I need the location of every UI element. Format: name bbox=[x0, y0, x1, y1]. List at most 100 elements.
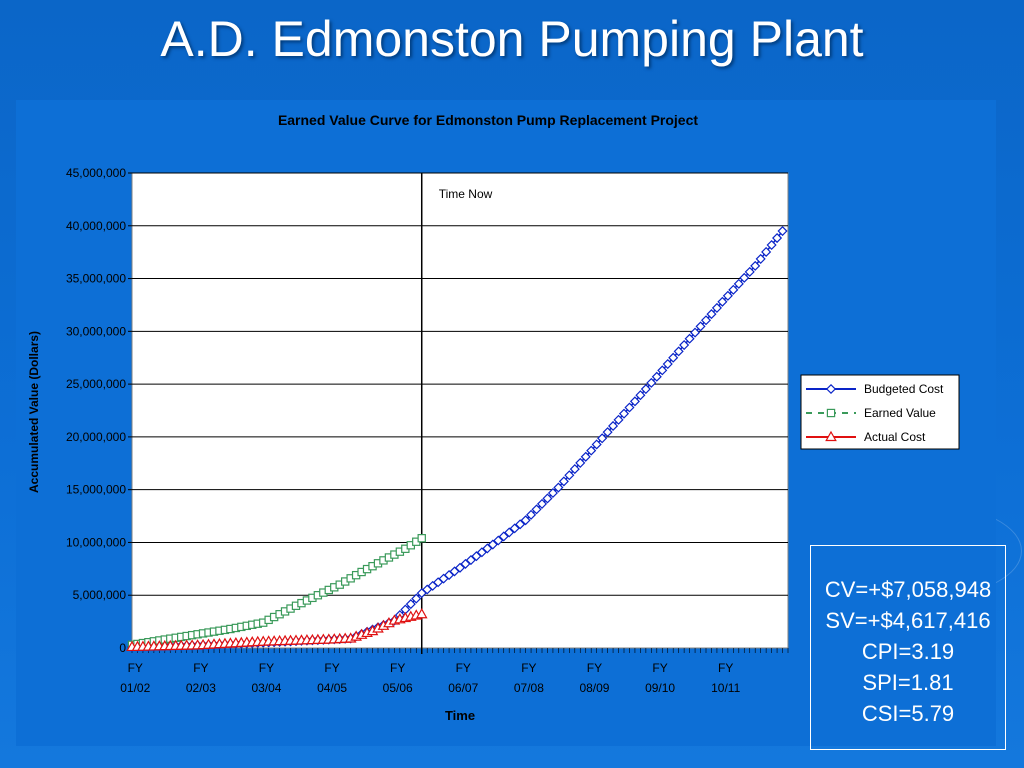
y-tick-label: 30,000,000 bbox=[66, 324, 126, 338]
data-point bbox=[766, 239, 777, 251]
cost-schedule-index: CSI=5.79 bbox=[861, 701, 955, 726]
y-tick-label: 15,000,000 bbox=[66, 483, 126, 497]
data-point bbox=[733, 278, 744, 289]
data-point bbox=[586, 445, 597, 456]
data-point bbox=[711, 302, 722, 313]
data-point bbox=[542, 493, 553, 504]
legend-marker bbox=[826, 408, 836, 418]
y-tick-label: 20,000,000 bbox=[66, 430, 126, 444]
data-point bbox=[509, 523, 520, 534]
data-point bbox=[575, 457, 586, 468]
cost-performance-index: CPI=3.19 bbox=[861, 639, 955, 664]
y-tick-label: 0 bbox=[119, 641, 126, 655]
data-point bbox=[651, 371, 662, 382]
data-point bbox=[635, 390, 646, 401]
data-point bbox=[629, 396, 640, 407]
y-tick-label: 45,000,000 bbox=[66, 166, 126, 180]
legend-label: Earned Value bbox=[864, 406, 936, 420]
data-point bbox=[755, 253, 766, 264]
data-point bbox=[706, 309, 717, 320]
x-tick-label: 10/11 bbox=[711, 681, 740, 695]
x-tick-label: FY bbox=[128, 661, 143, 675]
y-tick-label: 5,000,000 bbox=[73, 588, 127, 602]
chart-title: Earned Value Curve for Edmonston Pump Re… bbox=[278, 112, 698, 128]
data-point bbox=[493, 535, 504, 546]
y-tick-label: 40,000,000 bbox=[66, 219, 126, 233]
x-tick-label: 04/05 bbox=[317, 681, 347, 695]
legend-label: Budgeted Cost bbox=[864, 382, 944, 396]
x-tick-label: 09/10 bbox=[645, 681, 675, 695]
schedule-variance: SV=+$4,617,416 bbox=[825, 608, 991, 633]
data-point bbox=[504, 527, 515, 538]
data-point bbox=[580, 451, 591, 462]
x-tick-label: FY bbox=[587, 661, 602, 675]
x-axis-ticks: FY 01/02 FY 02/03 FY 03/04 FY 04/05 FY 05/06 FY 06/… bbox=[120, 648, 789, 695]
data-point bbox=[690, 327, 701, 338]
data-point bbox=[591, 439, 602, 450]
x-tick-label: FY bbox=[390, 661, 405, 675]
data-point bbox=[640, 383, 651, 395]
x-tick-label: 07/08 bbox=[514, 681, 544, 695]
data-point bbox=[679, 340, 690, 351]
x-axis-label: Time bbox=[445, 708, 475, 723]
y-axis-label: Accumulated Value (Dollars) bbox=[27, 331, 41, 493]
x-tick-label: FY bbox=[456, 661, 471, 675]
data-point bbox=[750, 260, 761, 271]
data-point bbox=[460, 558, 471, 569]
data-point bbox=[728, 284, 739, 295]
x-tick-label: FY bbox=[718, 661, 733, 675]
x-tick-label: 08/09 bbox=[579, 681, 609, 695]
performance-metrics-box: CV=+$7,058,948 SV=+$4,617,416 CPI=3.19 S… bbox=[810, 545, 1006, 750]
legend-marker bbox=[825, 383, 837, 395]
data-point bbox=[411, 593, 422, 604]
schedule-performance-index: SPI=1.81 bbox=[862, 670, 954, 695]
data-point bbox=[564, 470, 575, 481]
legend-marker bbox=[825, 430, 837, 442]
x-tick-label: FY bbox=[259, 661, 274, 675]
data-point bbox=[520, 515, 531, 526]
series-layer bbox=[126, 226, 788, 652]
data-point bbox=[558, 476, 569, 487]
y-tick-label: 25,000,000 bbox=[66, 377, 126, 391]
x-tick-label: 03/04 bbox=[251, 681, 281, 695]
data-point bbox=[673, 346, 684, 357]
y-axis-ticks: 0 5,000,000 10,000,000 15,000,000 20,000,000… bbox=[66, 166, 132, 655]
data-point bbox=[700, 315, 712, 326]
data-point bbox=[454, 562, 466, 573]
data-point bbox=[536, 498, 548, 509]
data-point bbox=[717, 296, 728, 307]
gridlines bbox=[132, 172, 788, 596]
data-point bbox=[646, 377, 657, 388]
data-point bbox=[471, 551, 482, 562]
data-point bbox=[526, 509, 537, 520]
x-tick-label: 05/06 bbox=[383, 681, 413, 695]
data-point bbox=[547, 487, 558, 499]
data-point bbox=[602, 427, 613, 438]
data-point bbox=[624, 402, 635, 413]
data-point bbox=[531, 504, 542, 515]
data-point bbox=[405, 599, 416, 610]
slide-title: A.D. Edmonston Pumping Plant bbox=[160, 11, 864, 67]
data-point bbox=[569, 464, 580, 475]
x-tick-label: FY bbox=[193, 661, 208, 675]
cost-variance: CV=+$7,058,948 bbox=[824, 577, 992, 602]
series-actual-cost bbox=[126, 608, 428, 652]
data-point bbox=[761, 246, 772, 258]
data-point bbox=[777, 226, 788, 237]
data-point bbox=[476, 547, 487, 558]
data-point bbox=[722, 290, 733, 301]
data-point bbox=[684, 333, 695, 344]
x-tick-label: 01/02 bbox=[120, 681, 150, 695]
legend-label: Actual Cost bbox=[864, 430, 926, 444]
time-now-label: Time Now bbox=[439, 187, 493, 201]
data-point bbox=[597, 433, 608, 444]
data-point bbox=[487, 539, 498, 550]
data-point bbox=[618, 408, 630, 419]
data-point bbox=[695, 321, 706, 332]
data-point bbox=[465, 554, 476, 566]
data-point bbox=[739, 272, 750, 283]
x-tick-label: FY bbox=[521, 661, 536, 675]
data-point bbox=[657, 365, 668, 376]
data-point bbox=[744, 266, 755, 277]
